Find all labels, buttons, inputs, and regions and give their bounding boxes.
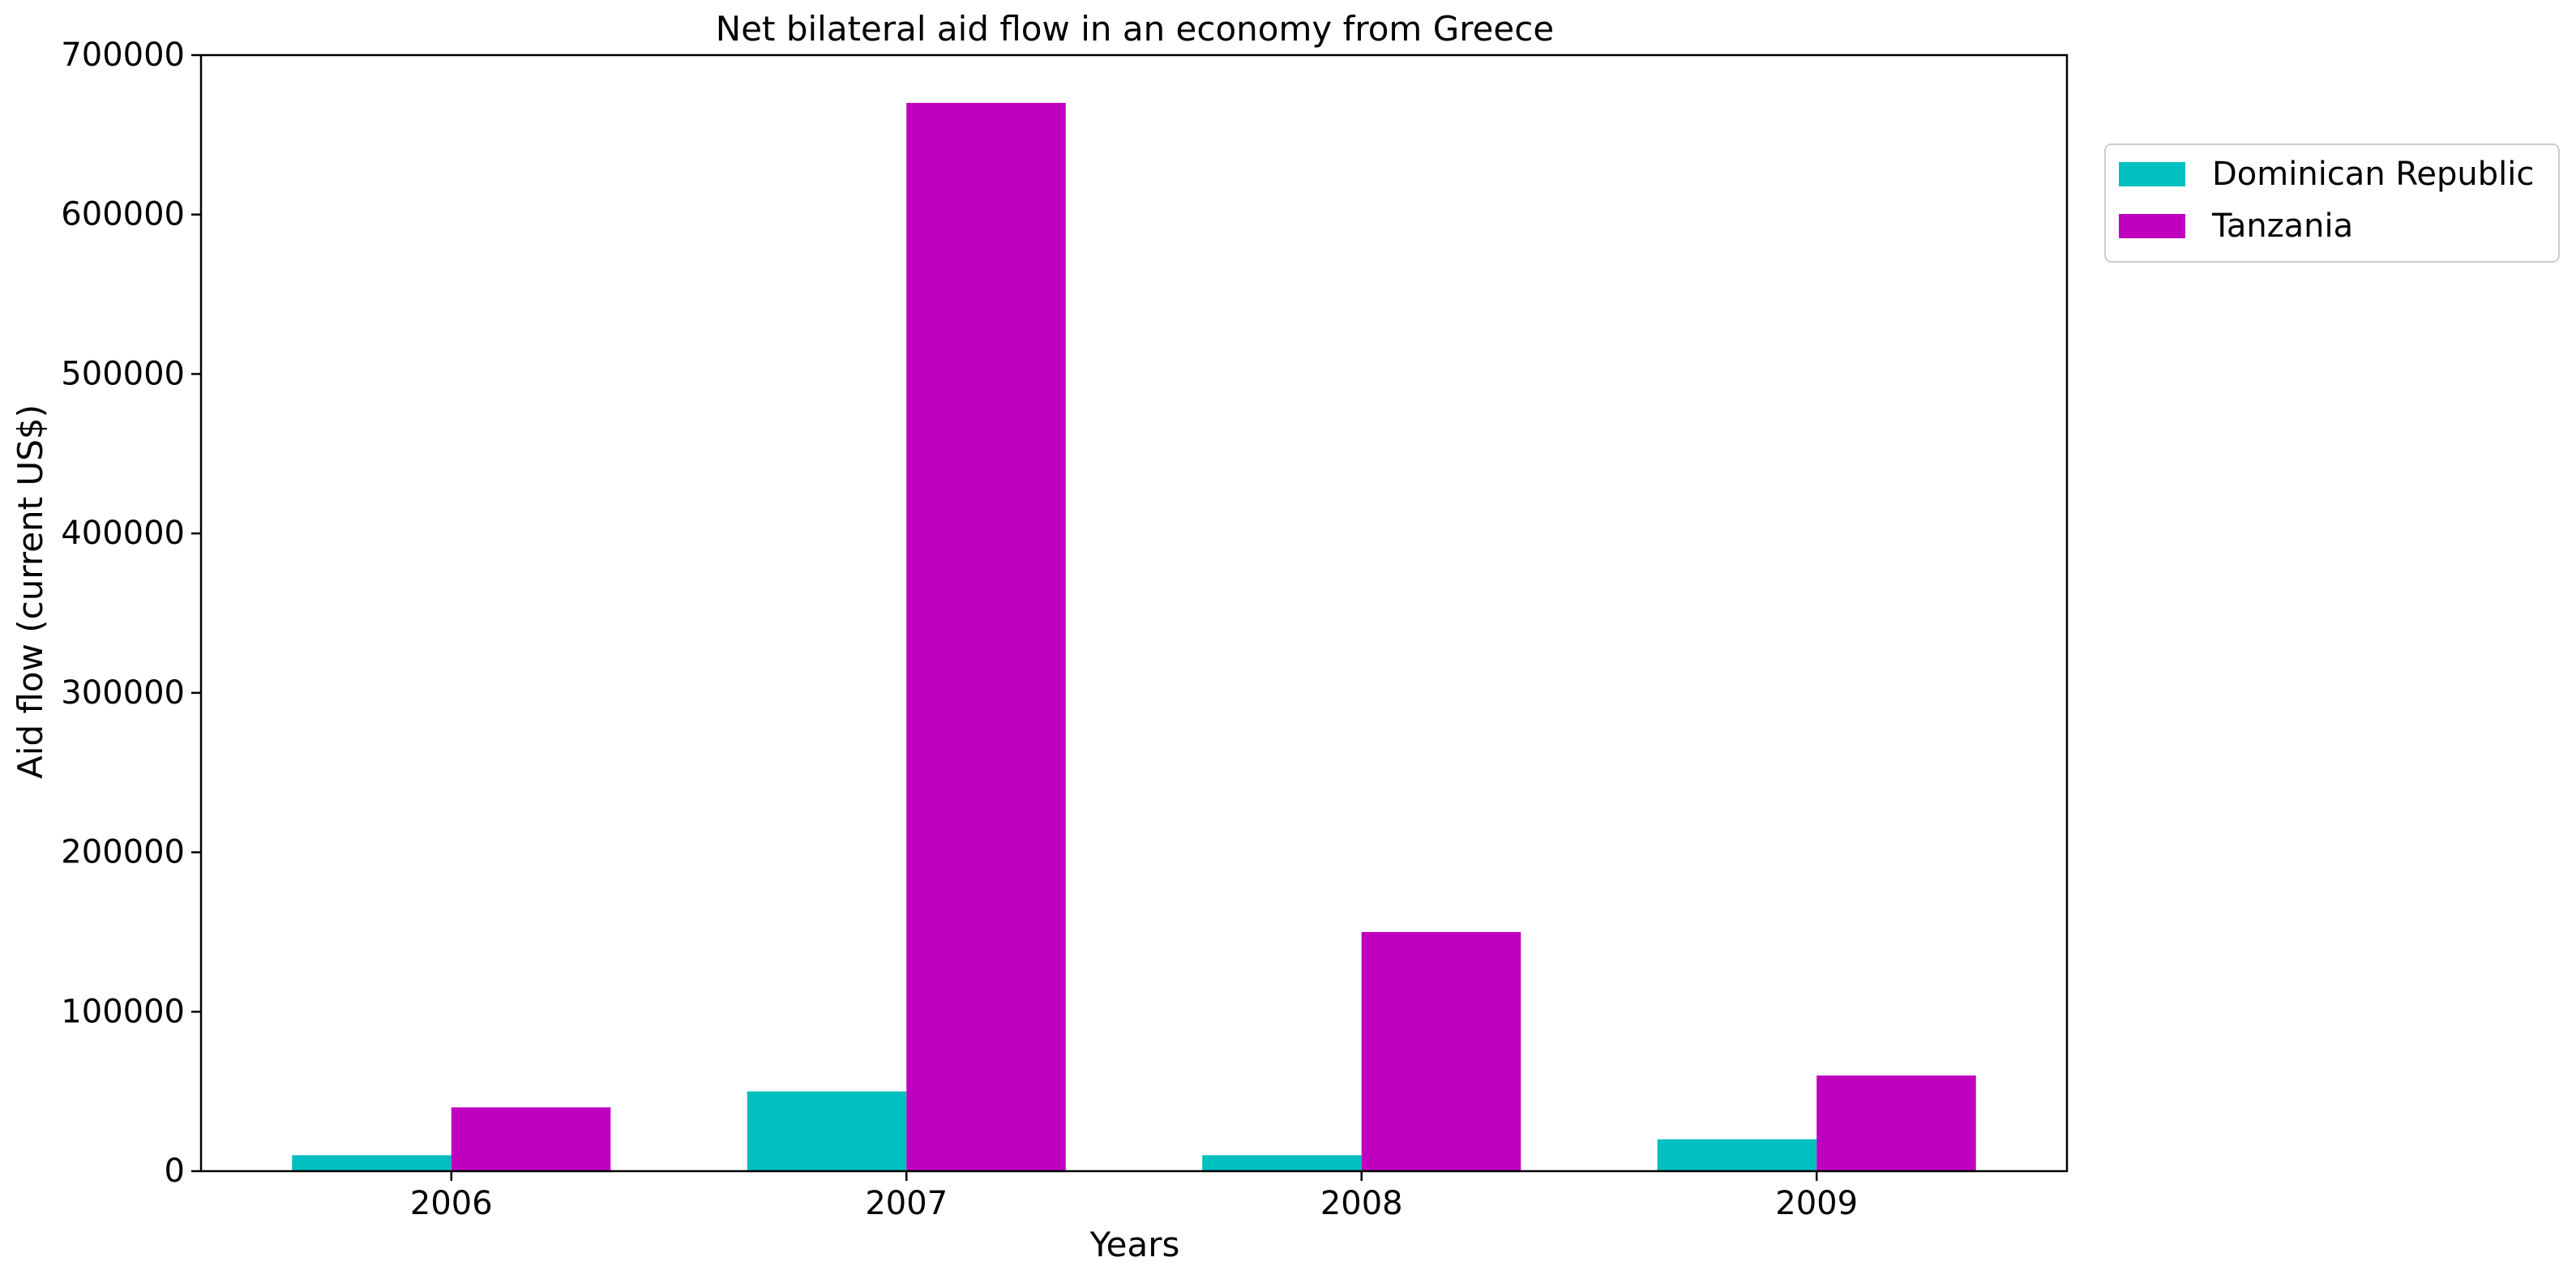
y-tick-label: 0 — [165, 1153, 185, 1190]
y-tick-label: 400000 — [61, 515, 185, 552]
y-tick-label: 700000 — [61, 36, 185, 74]
x-ticks: 2006 2007 2008 2009 — [410, 1171, 1858, 1222]
bar-dominican-republic-2008 — [1202, 1155, 1362, 1171]
bars-layer — [292, 103, 1976, 1171]
legend-frame — [2104, 143, 2560, 263]
x-tick-label: 2007 — [865, 1185, 948, 1222]
chart-title: Net bilateral aid flow in an economy fro… — [716, 9, 1554, 49]
x-tick-label: 2009 — [1775, 1185, 1858, 1222]
legend-label: Dominican Republic — [2212, 156, 2534, 193]
y-tick-label: 100000 — [61, 993, 185, 1030]
x-tick-label: 2008 — [1320, 1185, 1403, 1222]
bar-tanzania-2009 — [1816, 1075, 1976, 1171]
legend: Dominican Republic Tanzania — [2104, 143, 2560, 263]
x-axis-label: Years — [1089, 1225, 1180, 1264]
bar-tanzania-2006 — [451, 1107, 611, 1171]
x-tick-label: 2006 — [410, 1185, 493, 1222]
legend-label: Tanzania — [2211, 207, 2353, 245]
y-axis-label: Aid flow (current US$) — [11, 404, 50, 779]
bar-dominican-republic-2009 — [1657, 1139, 1817, 1171]
legend-swatch-dominican-republic — [2119, 162, 2185, 186]
y-ticks: 0 100000 200000 300000 400000 500000 600000 700… — [61, 36, 201, 1190]
bar-dominican-republic-2007 — [747, 1091, 907, 1171]
legend-swatch-tanzania — [2119, 214, 2185, 238]
bar-tanzania-2007 — [906, 103, 1066, 1171]
y-tick-label: 300000 — [61, 674, 185, 712]
y-tick-label: 600000 — [61, 196, 185, 233]
bar-tanzania-2008 — [1361, 931, 1521, 1171]
y-tick-label: 200000 — [61, 834, 185, 871]
bar-dominican-republic-2006 — [292, 1155, 451, 1171]
plot-frame — [199, 53, 2069, 1173]
y-tick-label: 500000 — [61, 355, 185, 392]
